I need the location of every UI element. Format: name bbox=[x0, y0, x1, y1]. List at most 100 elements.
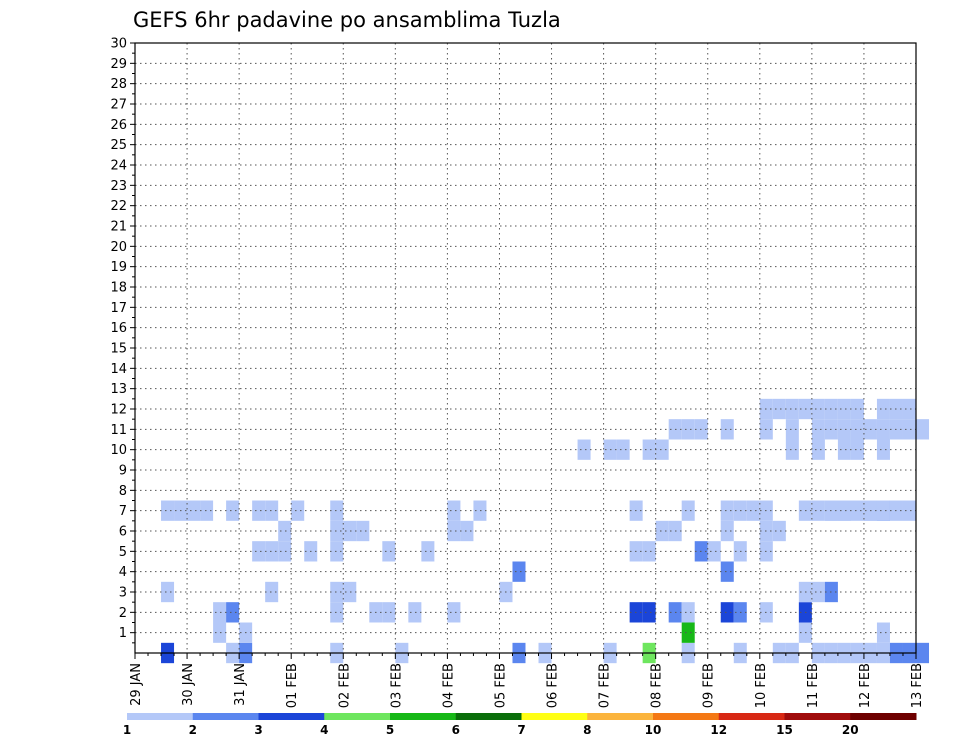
colorbar-label: 8 bbox=[583, 723, 591, 737]
y-tick-label: 12 bbox=[110, 403, 127, 418]
heatmap-cell bbox=[785, 398, 799, 420]
x-axis: 29 JAN 30 JAN 31 JAN 01 FEB 02 FEB 03 FEB 04 F… bbox=[129, 653, 925, 708]
heatmap-cell bbox=[343, 581, 357, 603]
heatmap-cell bbox=[642, 602, 656, 623]
colorbar-label: 7 bbox=[517, 723, 525, 737]
x-tick-label: 01 FEB bbox=[285, 663, 300, 708]
y-tick-label: 8 bbox=[119, 484, 127, 499]
heatmap-cell bbox=[447, 520, 461, 542]
y-tick-label: 6 bbox=[119, 525, 127, 540]
colorbar-segment bbox=[587, 713, 654, 720]
y-tick-label: 25 bbox=[110, 138, 127, 153]
heatmap-cell bbox=[681, 602, 695, 623]
heatmap-cell bbox=[876, 439, 890, 460]
heatmap-cell bbox=[785, 439, 799, 460]
heatmap-cell bbox=[512, 561, 526, 582]
heatmap-cell bbox=[811, 500, 825, 521]
y-tick-label: 18 bbox=[110, 281, 127, 296]
heatmap-cell bbox=[213, 622, 227, 643]
heatmap-cell bbox=[161, 500, 175, 521]
heatmap-cell bbox=[187, 500, 201, 521]
colorbar-label: 2 bbox=[189, 723, 197, 737]
x-tick-label: 02 FEB bbox=[337, 663, 352, 708]
heatmap-cell bbox=[226, 500, 240, 521]
heatmap-cell bbox=[720, 561, 734, 582]
heatmap-cell bbox=[473, 500, 487, 521]
colorbar-label: 3 bbox=[254, 723, 262, 737]
colorbar-label: 6 bbox=[452, 723, 460, 737]
heatmap-cell bbox=[850, 419, 864, 440]
x-tick-label: 13 FEB bbox=[910, 663, 925, 708]
heatmap-cell bbox=[681, 500, 695, 521]
heatmap-cell bbox=[252, 541, 266, 562]
colorbar-segment bbox=[718, 713, 785, 720]
heatmap-cell bbox=[837, 500, 851, 521]
colorbar-segment bbox=[784, 713, 851, 720]
heatmap-cell bbox=[681, 419, 695, 440]
heatmap-cell bbox=[876, 398, 890, 420]
heatmap-cell bbox=[876, 622, 890, 643]
heatmap-cell bbox=[707, 541, 721, 562]
heatmap-cell bbox=[447, 500, 461, 521]
x-tick-label: 04 FEB bbox=[441, 663, 456, 708]
colorbar-label: 20 bbox=[842, 723, 859, 737]
heatmap-cell bbox=[916, 642, 930, 664]
x-tick-label: 09 FEB bbox=[702, 663, 717, 708]
heatmap-cell bbox=[161, 581, 175, 603]
y-tick-label: 26 bbox=[110, 118, 127, 133]
heatmap-cell bbox=[577, 439, 591, 460]
heatmap-cell bbox=[746, 500, 760, 521]
heatmap-cell bbox=[811, 419, 825, 440]
y-tick-label: 13 bbox=[110, 382, 127, 397]
heatmap-cell bbox=[720, 419, 734, 440]
y-tick-label: 5 bbox=[119, 545, 127, 560]
heatmap-cell bbox=[330, 541, 344, 562]
x-tick-label: 12 FEB bbox=[858, 663, 873, 708]
x-tick-label: 31 JAN bbox=[233, 663, 248, 706]
heatmap-cells bbox=[161, 398, 930, 664]
colorbar-segment bbox=[127, 713, 194, 720]
heatmap-cell bbox=[356, 520, 370, 542]
y-tick-label: 30 bbox=[110, 37, 127, 52]
heatmap-cell bbox=[772, 520, 786, 542]
x-tick-label: 29 JAN bbox=[129, 663, 144, 706]
y-tick-label: 14 bbox=[110, 362, 127, 377]
y-tick-label: 9 bbox=[119, 464, 127, 479]
heatmap-cell bbox=[265, 541, 279, 562]
heatmap-cell bbox=[811, 398, 825, 420]
heatmap-cell bbox=[330, 602, 344, 623]
heatmap-cell bbox=[330, 520, 344, 542]
grid-lines bbox=[135, 43, 916, 653]
heatmap-cell bbox=[811, 439, 825, 460]
heatmap-cell bbox=[916, 419, 930, 440]
colorbar: 1 2 3 4 5 6 7 8 10 12 15 20 bbox=[123, 713, 917, 737]
x-tick-label: 05 FEB bbox=[493, 663, 508, 708]
heatmap-cell bbox=[837, 419, 851, 440]
heatmap-cell bbox=[902, 500, 916, 521]
heatmap-cell bbox=[837, 439, 851, 460]
colorbar-segment bbox=[192, 713, 259, 720]
y-tick-label: 11 bbox=[110, 423, 127, 438]
heatmap-cell bbox=[655, 520, 669, 542]
heatmap-cell bbox=[772, 398, 786, 420]
colorbar-label: 1 bbox=[123, 723, 131, 737]
x-tick-label: 10 FEB bbox=[754, 663, 769, 708]
y-tick-label: 27 bbox=[110, 98, 127, 113]
x-tick-label: 03 FEB bbox=[389, 663, 404, 708]
heatmap-cell bbox=[421, 541, 435, 562]
y-tick-label: 17 bbox=[110, 301, 127, 316]
heatmap-cell bbox=[642, 439, 656, 460]
y-tick-label: 2 bbox=[119, 606, 127, 621]
heatmap-cell bbox=[811, 581, 825, 603]
heatmap-cell bbox=[902, 419, 916, 440]
y-tick-label: 24 bbox=[110, 159, 127, 174]
heatmap-cell bbox=[226, 602, 240, 623]
x-tick-label: 11 FEB bbox=[806, 663, 821, 708]
heatmap-cell bbox=[382, 602, 396, 623]
x-tick-label: 30 JAN bbox=[181, 663, 196, 706]
chart-title: GEFS 6hr padavine po ansamblima Tuzla bbox=[133, 8, 561, 32]
y-tick-label: 10 bbox=[110, 443, 127, 458]
heatmap-cell bbox=[850, 398, 864, 420]
y-tick-label: 29 bbox=[110, 57, 127, 72]
